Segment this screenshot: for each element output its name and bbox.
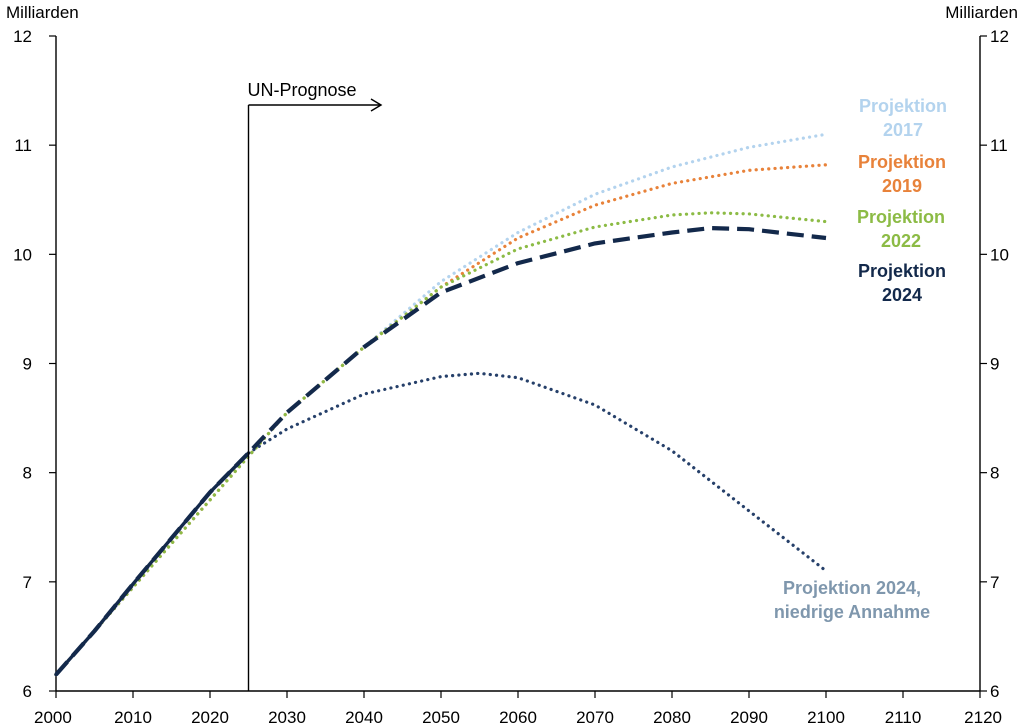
x-tick-label: 2010	[114, 708, 152, 727]
arrow-right-icon	[370, 98, 383, 112]
y-tick-label-left: 9	[23, 355, 32, 374]
y-tick-label-right: 11	[990, 136, 1008, 155]
x-tick-label: 2040	[345, 708, 383, 727]
series-label-p2024: Projektion	[858, 261, 946, 281]
series-line-p2017	[54, 132, 828, 677]
x-tick-label: 2000	[34, 708, 72, 727]
x-tick-label: 2020	[191, 708, 229, 727]
y-axis-unit-left: Milliarden	[6, 3, 79, 22]
y-tick-label-right: 12	[990, 27, 1009, 46]
series-line-p2019	[54, 163, 828, 677]
x-tick-label: 2070	[576, 708, 614, 727]
x-tick-label: 2100	[807, 708, 845, 727]
series-line-p2022	[54, 211, 828, 677]
series-line-history	[54, 451, 251, 677]
series-label-p2022: Projektion	[857, 207, 945, 227]
series-label-p2024: 2024	[882, 285, 922, 305]
y-tick-label-right: 6	[990, 682, 999, 701]
series-label-p2022: 2022	[881, 231, 921, 251]
series-label-p2019: 2019	[882, 176, 922, 196]
y-tick-label-left: 10	[13, 245, 32, 264]
x-tick-label: 2030	[268, 708, 306, 727]
y-tick-label-left: 7	[23, 573, 32, 592]
x-tick-label: 2060	[499, 708, 537, 727]
x-tick-label: 2120	[964, 708, 1002, 727]
series-label-p2024low: Projektion 2024,	[783, 578, 921, 598]
series-line-p2024	[54, 226, 827, 676]
x-tick-label: 2080	[653, 708, 691, 727]
y-tick-label-right: 9	[990, 355, 999, 374]
y-tick-label-right: 10	[990, 245, 1009, 264]
ticks: 6 6 7 7 8 8 9 9 10 10 11 11 12 12 2000 2010 2020 2030 2040…	[13, 27, 1009, 727]
un-prognose-annotation: UN-Prognose	[248, 80, 383, 691]
series-label-p2017: 2017	[883, 120, 923, 140]
x-tick-label: 2050	[422, 708, 460, 727]
y-tick-label-left: 8	[23, 464, 32, 483]
y-tick-label-right: 7	[990, 573, 999, 592]
series-line-p2024low	[246, 371, 828, 573]
series-label-p2024low: niedrige Annahme	[774, 602, 930, 622]
series-labels: Projektion 2017 Projektion 2019 Projektion 20…	[774, 96, 947, 622]
y-tick-label-left: 11	[14, 136, 32, 155]
series-label-p2017: Projektion	[859, 96, 947, 116]
un-prognose-label: UN-Prognose	[248, 80, 357, 100]
y-axis-unit-right: Milliarden	[945, 3, 1018, 22]
x-tick-label: 2090	[730, 708, 768, 727]
x-tick-label: 2110	[885, 708, 922, 727]
y-tick-label-left: 12	[13, 27, 32, 46]
series-label-p2019: Projektion	[858, 152, 946, 172]
y-tick-label-left: 6	[23, 682, 32, 701]
series-lines	[54, 132, 828, 677]
y-tick-label-right: 8	[990, 464, 999, 483]
